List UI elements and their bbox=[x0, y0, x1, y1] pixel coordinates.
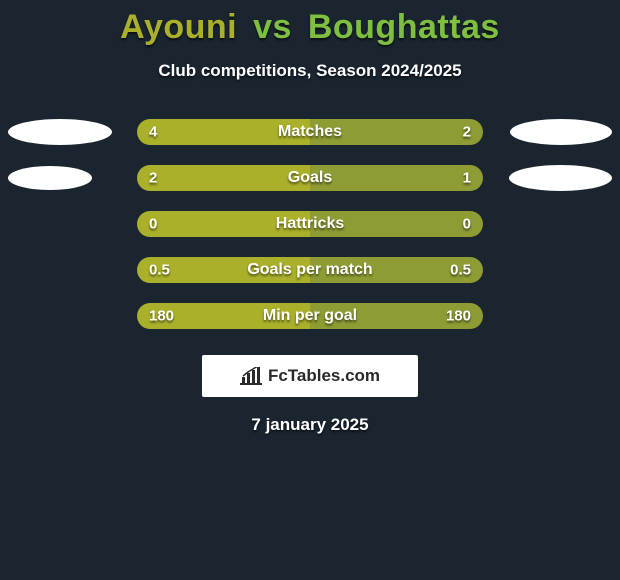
stat-row: Goals 2 1 bbox=[0, 165, 620, 191]
logo-text: FcTables.com bbox=[268, 366, 380, 386]
stat-label: Goals bbox=[288, 169, 332, 187]
stat-row: Hattricks 0 0 bbox=[0, 211, 620, 237]
stat-value-left: 2 bbox=[149, 170, 157, 187]
stat-row: Goals per match 0.5 0.5 bbox=[0, 257, 620, 283]
stat-value-left: 4 bbox=[149, 124, 157, 141]
stat-value-right: 0 bbox=[463, 216, 471, 233]
orb-left bbox=[8, 166, 92, 190]
title-player1: Ayouni bbox=[120, 8, 237, 46]
stat-row: Min per goal 180 180 bbox=[0, 303, 620, 329]
stat-value-right: 0.5 bbox=[450, 262, 471, 279]
date-label: 7 january 2025 bbox=[0, 415, 620, 435]
stat-label: Matches bbox=[278, 123, 342, 141]
stat-value-left: 0.5 bbox=[149, 262, 170, 279]
bar-right bbox=[310, 165, 483, 191]
stat-row: Matches 4 2 bbox=[0, 119, 620, 145]
stat-label: Min per goal bbox=[263, 307, 357, 325]
stat-value-left: 180 bbox=[149, 308, 174, 325]
orb-right bbox=[509, 165, 612, 191]
logo-box: FcTables.com bbox=[202, 355, 418, 397]
stat-value-left: 0 bbox=[149, 216, 157, 233]
page-title: Ayouni vs Boughattas bbox=[0, 0, 620, 47]
stat-bar: Goals 2 1 bbox=[137, 165, 483, 191]
bar-left bbox=[137, 165, 310, 191]
chart-icon bbox=[240, 367, 262, 385]
stat-bar: Hattricks 0 0 bbox=[137, 211, 483, 237]
stat-label: Hattricks bbox=[276, 215, 344, 233]
stat-bar: Matches 4 2 bbox=[137, 119, 483, 145]
subtitle: Club competitions, Season 2024/2025 bbox=[0, 61, 620, 81]
stat-bar: Min per goal 180 180 bbox=[137, 303, 483, 329]
orb-right bbox=[510, 119, 612, 145]
stat-value-right: 1 bbox=[463, 170, 471, 187]
title-vs: vs bbox=[253, 8, 292, 46]
stat-bar: Goals per match 0.5 0.5 bbox=[137, 257, 483, 283]
orb-left bbox=[8, 119, 112, 145]
stats-container: Matches 4 2 Goals 2 1 Hattricks 0 0 Goals per mat… bbox=[0, 119, 620, 329]
stat-value-right: 2 bbox=[463, 124, 471, 141]
stat-value-right: 180 bbox=[446, 308, 471, 325]
title-player2: Boughattas bbox=[308, 8, 500, 46]
stat-label: Goals per match bbox=[247, 261, 372, 279]
